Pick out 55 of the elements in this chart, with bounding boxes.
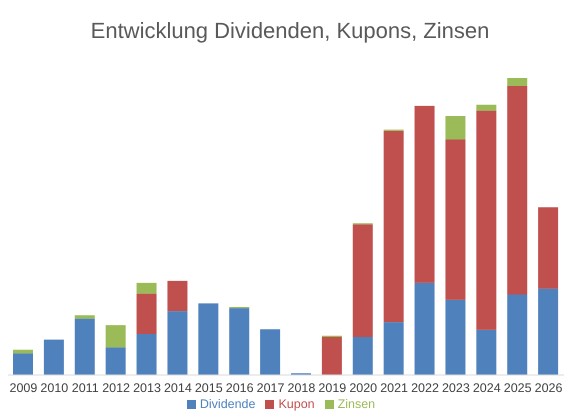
bar	[384, 130, 404, 322]
x-tick-label: 2010	[40, 380, 68, 395]
x-tick-label: 2015	[194, 380, 223, 395]
bar	[13, 353, 33, 375]
bar	[44, 340, 64, 375]
x-tick-label: 2021	[380, 380, 408, 395]
x-tick-label: 2018	[288, 380, 316, 395]
x-tick-label: 2026	[534, 380, 563, 395]
bar	[322, 336, 342, 375]
x-tick-label: 2022	[411, 380, 439, 395]
x-tick-label: 2011	[72, 380, 99, 395]
bar	[352, 336, 373, 375]
bar	[507, 86, 528, 295]
bar	[384, 322, 404, 375]
bar	[476, 104, 496, 111]
bar	[198, 303, 218, 375]
chart-title: Entwicklung Dividenden, Kupons, Zinsen	[90, 17, 490, 45]
bar	[106, 347, 126, 375]
x-tick-label: 2016	[226, 380, 254, 395]
bar	[13, 350, 33, 354]
bar	[352, 224, 373, 337]
bar	[476, 110, 496, 330]
bar	[106, 325, 126, 348]
x-tick-label: 2025	[504, 380, 532, 395]
bar	[538, 288, 558, 375]
bar	[74, 315, 95, 319]
bar	[414, 282, 435, 375]
bar	[74, 318, 95, 375]
bar	[476, 330, 496, 375]
x-tick-label: 2019	[318, 380, 346, 395]
x-tick-label: 2014	[164, 380, 192, 395]
legend-label: Dividende	[200, 397, 256, 411]
legend-label: Zinsen	[338, 397, 376, 411]
x-tick-label: 2009	[10, 380, 38, 395]
bar	[167, 280, 188, 312]
bar	[167, 311, 188, 375]
bar	[445, 139, 466, 300]
bar	[136, 334, 157, 375]
bar	[136, 294, 157, 334]
x-tick-label: 2020	[349, 380, 378, 395]
bar	[136, 282, 157, 294]
bar	[445, 300, 466, 375]
bar	[507, 78, 528, 86]
bar	[445, 116, 466, 140]
x-tick-label: 2023	[442, 380, 470, 395]
bar	[414, 106, 435, 283]
bar	[260, 329, 280, 375]
bar	[507, 294, 528, 375]
bar	[538, 207, 558, 289]
x-tick-label: 2024	[472, 380, 501, 395]
x-tick-label: 2017	[256, 380, 285, 395]
bar	[229, 308, 250, 375]
x-tick-label: 2013	[133, 380, 161, 395]
legend-label: Kupon	[278, 397, 315, 411]
x-tick-label: 2012	[102, 380, 130, 395]
